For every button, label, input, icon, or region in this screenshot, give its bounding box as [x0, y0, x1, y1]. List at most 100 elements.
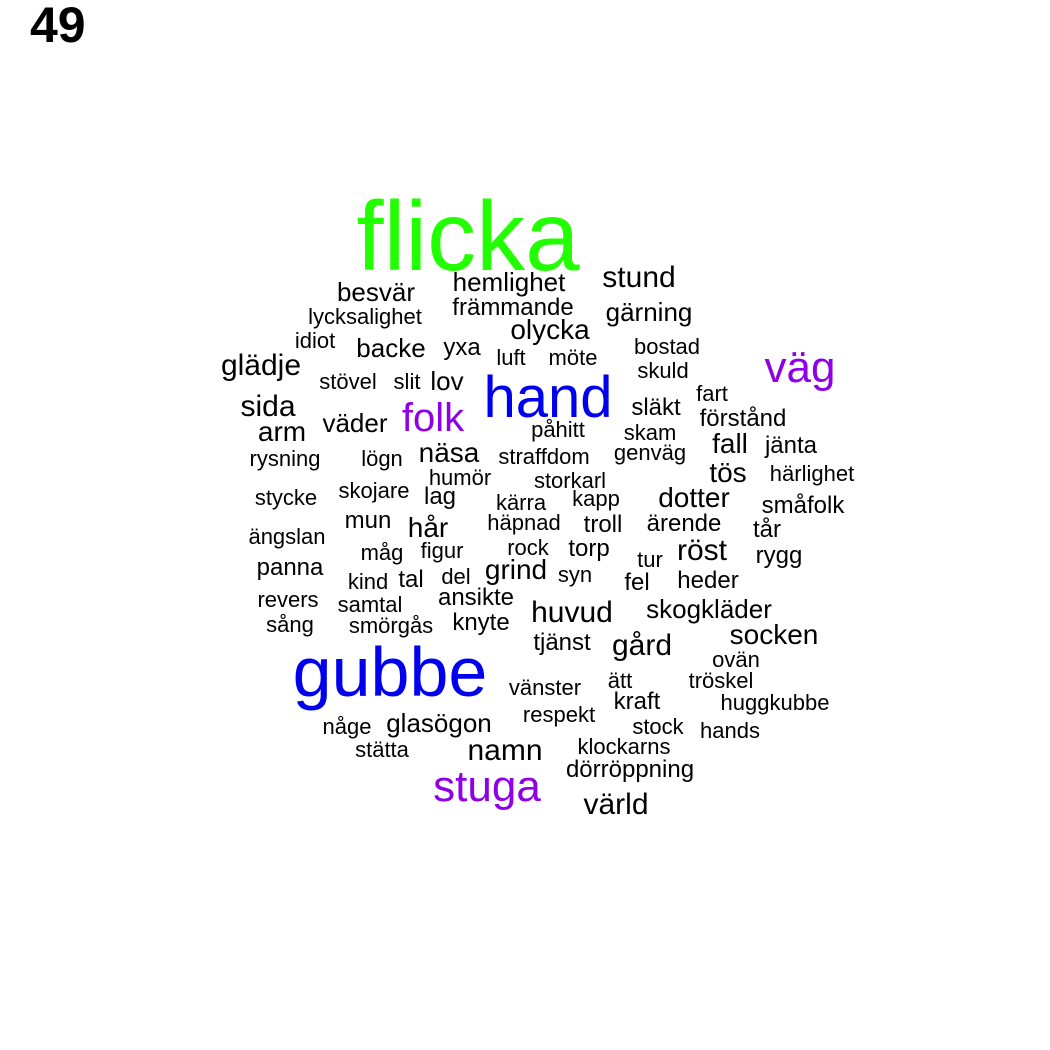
- word-59: röst: [676, 534, 728, 567]
- word-83: ovän: [712, 647, 760, 672]
- word-12: olycka: [510, 314, 590, 345]
- word-76: skogkläder: [646, 594, 772, 624]
- word-96: klockarns: [577, 734, 671, 759]
- word-25: sida: [240, 390, 296, 423]
- word-66: syn: [557, 562, 593, 587]
- word-51: hår: [407, 512, 449, 543]
- word-37: straffdom: [498, 444, 590, 469]
- word-68: tal: [398, 566, 424, 593]
- word-53: troll: [583, 511, 623, 538]
- word-1: gubbe: [292, 633, 488, 711]
- word-54: ärende: [646, 510, 722, 537]
- word-74: samtal: [337, 592, 403, 617]
- word-93: hands: [700, 718, 760, 743]
- word-89: respekt: [522, 702, 596, 727]
- word-5: folk: [401, 396, 465, 440]
- word-36: näsa: [418, 437, 480, 468]
- word-17: glädje: [220, 349, 302, 382]
- word-41: härlighet: [769, 461, 855, 486]
- word-21: stövel: [319, 369, 377, 394]
- word-95: namn: [467, 734, 543, 767]
- word-82: gård: [611, 629, 673, 662]
- word-38: genväg: [613, 440, 687, 465]
- word-72: revers: [257, 587, 319, 612]
- word-43: skojare: [338, 478, 410, 503]
- word-33: jänta: [764, 432, 818, 459]
- word-32: fall: [712, 428, 748, 459]
- word-44: lag: [423, 483, 457, 510]
- word-52: häpnad: [487, 510, 561, 535]
- word-69: del: [441, 564, 471, 589]
- word-88: huggkubbe: [720, 690, 830, 715]
- word-9: främmande: [452, 294, 574, 321]
- word-4: stuga: [433, 762, 541, 811]
- word-47: kapp: [572, 486, 620, 511]
- word-29: väder: [322, 408, 388, 438]
- word-81: tjänst: [533, 629, 591, 656]
- word-39: humör: [428, 465, 492, 490]
- word-27: förstånd: [699, 405, 787, 432]
- word-61: figur: [420, 538, 464, 563]
- word-45: storkarl: [533, 468, 607, 493]
- word-14: backe: [356, 333, 426, 363]
- word-57: rock: [507, 535, 549, 560]
- word-75: huvud: [531, 596, 613, 629]
- word-22: slit: [393, 369, 421, 394]
- word-2: hand: [483, 365, 613, 430]
- word-62: tur: [637, 547, 663, 572]
- word-3: väg: [764, 343, 836, 392]
- word-11: lycksalighet: [308, 304, 422, 329]
- word-34: rysning: [249, 446, 321, 471]
- word-49: småfolk: [761, 492, 845, 519]
- word-48: dotter: [658, 482, 730, 513]
- word-0: flicka: [356, 181, 580, 291]
- word-65: grind: [484, 554, 548, 585]
- word-18: luft: [496, 345, 526, 370]
- word-60: måg: [360, 540, 404, 565]
- word-92: stock: [632, 714, 684, 739]
- word-56: ängslan: [248, 524, 326, 549]
- word-85: ätt: [607, 668, 633, 693]
- word-6: hemlighet: [452, 267, 566, 297]
- word-13: idiot: [294, 328, 336, 353]
- word-80: socken: [729, 619, 819, 650]
- word-63: rygg: [755, 542, 803, 569]
- word-55: tår: [752, 516, 782, 543]
- word-70: fel: [624, 569, 650, 596]
- word-64: panna: [256, 554, 324, 581]
- word-30: påhitt: [531, 417, 585, 442]
- word-28: arm: [257, 416, 307, 447]
- word-31: skam: [623, 420, 677, 445]
- word-19: möte: [548, 345, 598, 370]
- word-24: fart: [696, 381, 728, 406]
- word-91: glasögon: [386, 708, 492, 738]
- word-7: stund: [602, 261, 676, 294]
- word-10: gärning: [605, 297, 693, 327]
- word-35: lögn: [361, 446, 403, 471]
- word-40: tös: [709, 457, 747, 488]
- word-98: värld: [583, 788, 649, 821]
- word-78: smörgås: [348, 613, 434, 638]
- word-15: yxa: [443, 334, 481, 361]
- word-8: besvär: [336, 277, 416, 307]
- word-42: stycke: [254, 485, 318, 510]
- word-79: knyte: [452, 609, 510, 636]
- word-20: skuld: [637, 358, 689, 383]
- word-50: mun: [344, 507, 392, 534]
- word-87: kraft: [613, 688, 661, 715]
- word-46: kärra: [495, 490, 547, 515]
- word-94: stätta: [355, 737, 409, 762]
- word-26: släkt: [631, 394, 681, 421]
- word-67: kind: [347, 569, 389, 594]
- word-97: dörröppning: [565, 756, 695, 783]
- word-71: heder: [677, 567, 739, 594]
- word-73: ansikte: [437, 584, 515, 611]
- word-84: vänster: [508, 675, 582, 700]
- word-23: lov: [430, 366, 464, 396]
- word-86: tröskel: [688, 668, 754, 693]
- word-16: bostad: [633, 334, 701, 359]
- word-77: sång: [266, 612, 314, 637]
- word-90: någe: [322, 714, 372, 739]
- word-58: torp: [568, 535, 610, 562]
